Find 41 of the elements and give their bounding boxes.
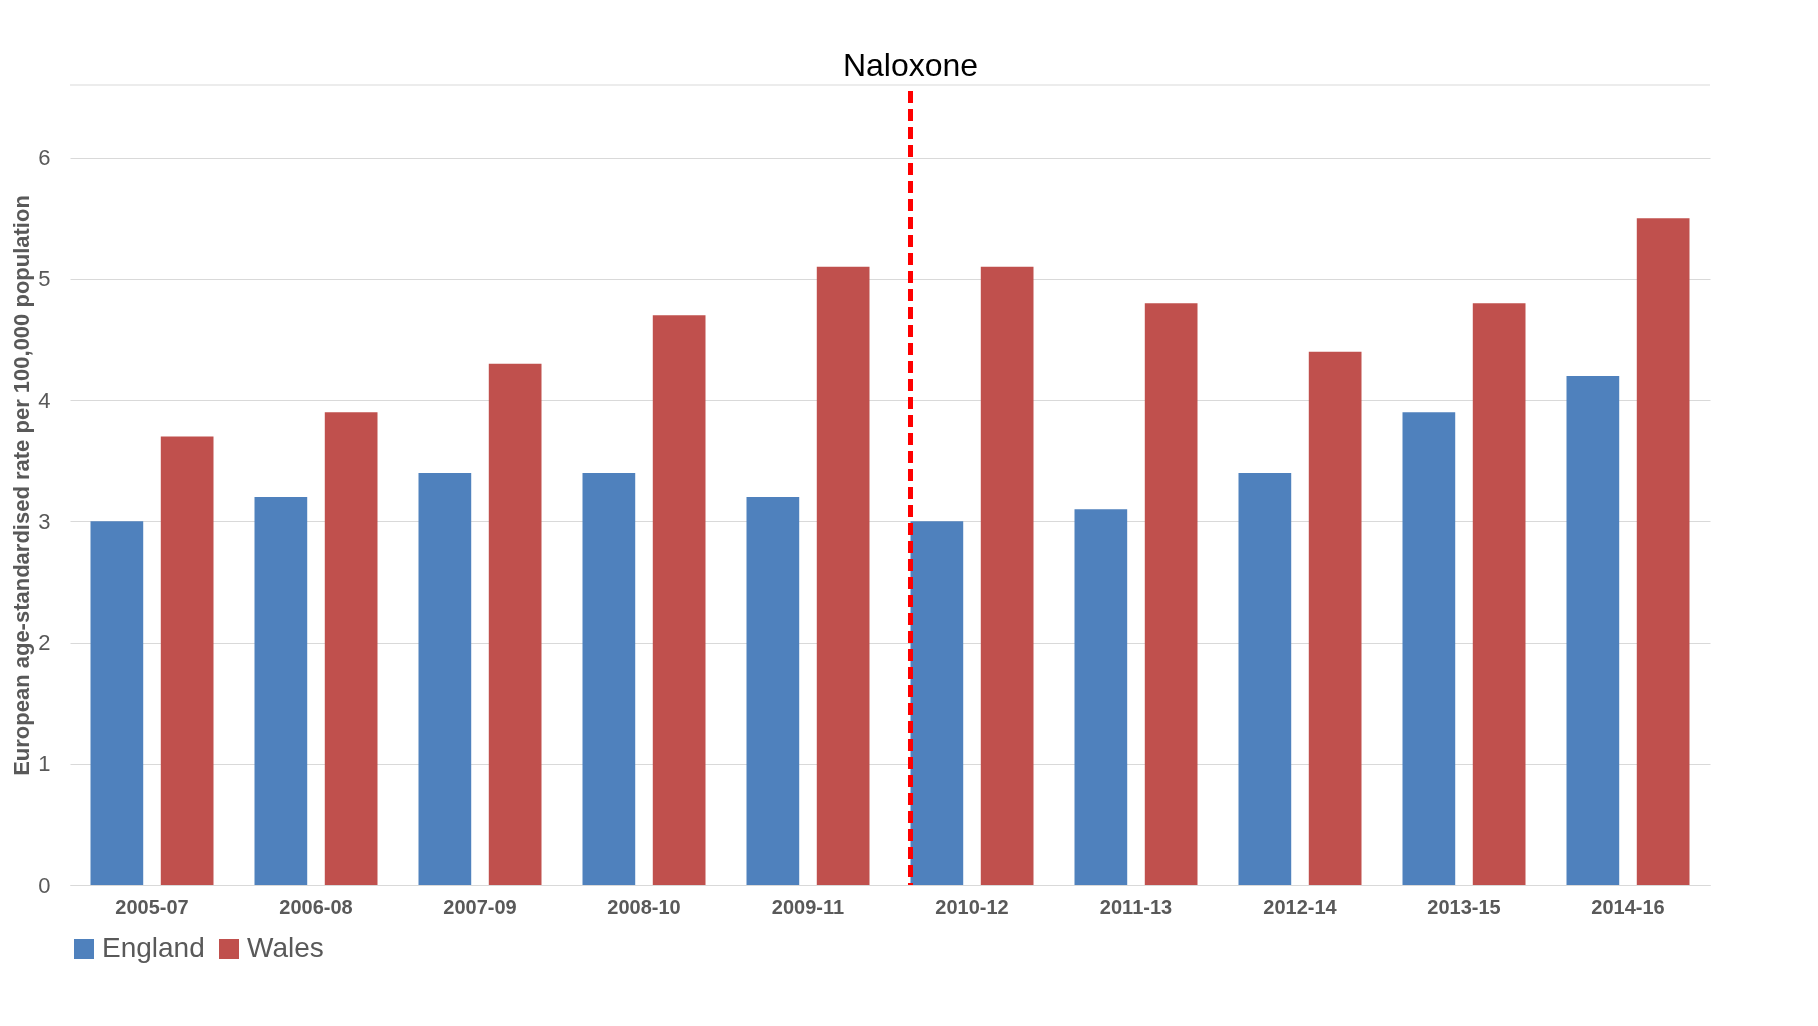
y-axis-title: European age-standardised rate per 100,000 population	[9, 195, 35, 776]
ref-line-label: Naloxone	[842, 47, 979, 83]
bar	[1472, 303, 1526, 885]
bar	[980, 266, 1034, 885]
x-tick-label: 2009-11	[771, 895, 845, 918]
y-tick-label: 3	[38, 508, 51, 534]
bar	[910, 521, 964, 885]
y-tick-label: 2	[38, 630, 51, 656]
bar	[1566, 375, 1620, 885]
bar	[418, 472, 472, 885]
x-tick-label: 2011-13	[1099, 895, 1173, 918]
bar	[746, 497, 800, 885]
y-tick-label: 1	[38, 751, 51, 777]
legend-label: Wales	[247, 932, 324, 963]
bar	[324, 412, 378, 885]
x-tick-label: 2010-12	[935, 895, 1009, 918]
x-tick-label: 2005-07	[115, 895, 189, 918]
bar	[1144, 303, 1198, 885]
bar	[1636, 218, 1690, 885]
x-tick-label: 2012-14	[1263, 895, 1338, 918]
bar	[90, 521, 144, 885]
bar	[488, 363, 542, 885]
x-tick-label: 2008-10	[607, 895, 681, 918]
bar	[582, 472, 636, 885]
bar	[652, 315, 706, 885]
bar	[1238, 472, 1292, 885]
x-tick-label: 2014-16	[1591, 895, 1665, 918]
bar	[1402, 412, 1456, 885]
bar	[160, 436, 214, 885]
x-tick-label: 2006-08	[279, 895, 353, 918]
bar	[1308, 351, 1362, 885]
x-tick-label: 2007-09	[443, 895, 517, 918]
x-tick-label: 2013-15	[1427, 895, 1501, 918]
y-tick-label: 4	[38, 387, 51, 413]
y-tick-label: 0	[38, 872, 51, 898]
bar	[816, 266, 870, 885]
legend-label: England	[102, 932, 205, 963]
bar	[1074, 509, 1128, 885]
y-tick-label: 6	[38, 145, 51, 171]
bar	[254, 497, 308, 885]
y-tick-label: 5	[38, 266, 51, 292]
